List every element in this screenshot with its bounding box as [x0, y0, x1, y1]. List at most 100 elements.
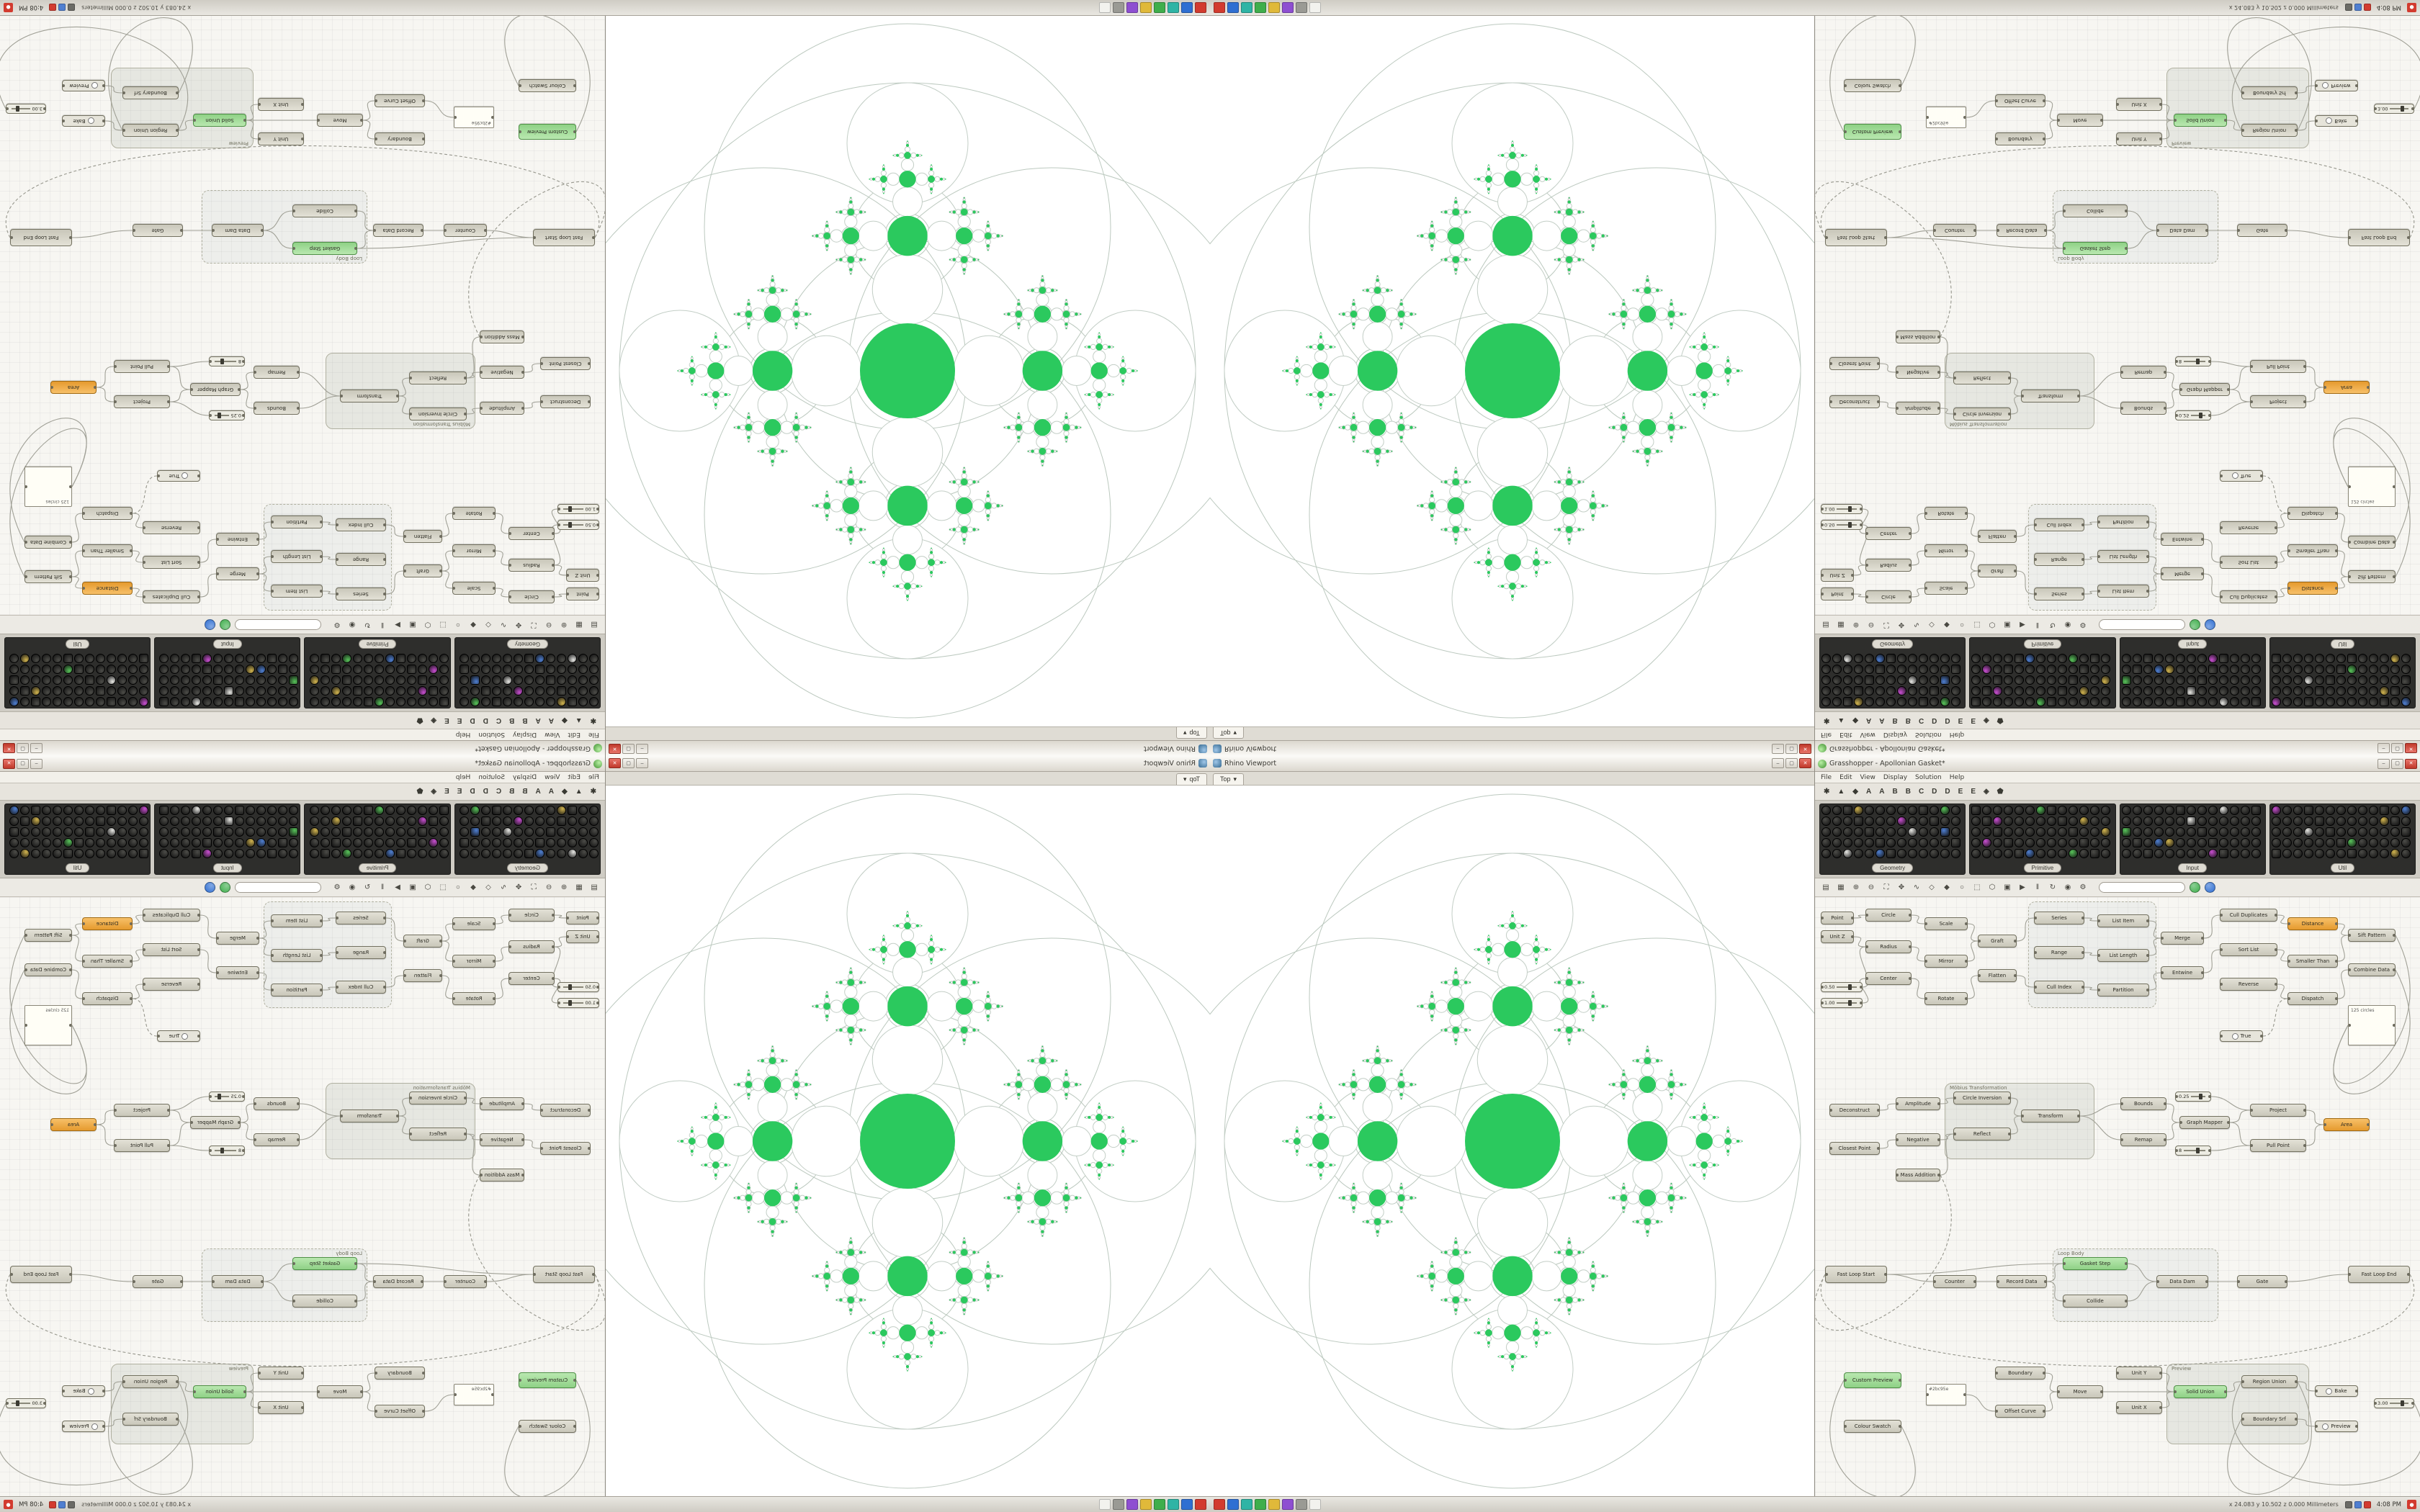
gh-node[interactable]: Data Dam — [2156, 224, 2208, 237]
zoom-extents-icon[interactable]: ⛶ — [527, 618, 540, 631]
taskbar-corner-badge[interactable]: ● — [4, 1500, 13, 1509]
component-icon[interactable] — [492, 806, 501, 815]
component-icon[interactable] — [1951, 849, 1960, 858]
component-icon[interactable] — [492, 675, 501, 685]
component-icon[interactable] — [309, 675, 319, 685]
component-icon[interactable] — [589, 816, 599, 826]
preview-off-icon[interactable]: ○ — [1955, 618, 1968, 631]
component-icon[interactable] — [2314, 827, 2324, 837]
component-icon[interactable] — [374, 816, 384, 826]
preview-green-toggle[interactable] — [220, 619, 230, 630]
gh-slider[interactable]: 8 — [2175, 1146, 2211, 1156]
component-icon[interactable] — [2357, 849, 2367, 858]
grasshopper-maximize-button[interactable]: ▢ — [2391, 743, 2403, 754]
zoom-out-icon[interactable]: ⊖ — [1865, 618, 1878, 631]
component-icon[interactable] — [514, 686, 523, 696]
component-icon[interactable] — [2325, 697, 2335, 706]
gh-node[interactable]: Solid Union — [2174, 1385, 2227, 1398]
component-icon[interactable] — [1971, 686, 1981, 696]
component-icon[interactable] — [117, 675, 127, 685]
zoom-in-icon[interactable]: ⊕ — [1850, 618, 1863, 631]
component-icon[interactable] — [1854, 838, 1863, 847]
gh-node[interactable]: Gasket Step — [292, 1257, 357, 1270]
gh-node[interactable]: Entwine — [216, 966, 259, 979]
gh-node[interactable]: Reverse — [143, 978, 200, 991]
component-icon[interactable] — [235, 697, 245, 706]
component-icon[interactable] — [1971, 838, 1981, 847]
component-icon[interactable] — [63, 849, 73, 858]
component-icon[interactable] — [2004, 838, 2014, 847]
component-icon[interactable] — [535, 838, 544, 847]
gh-node[interactable]: Sort List — [143, 943, 200, 956]
viewport-tab-top[interactable]: Top ▾ — [1213, 727, 1245, 739]
gh-slider[interactable]: 0.25 — [209, 410, 245, 420]
gh-slider[interactable]: 1.00 — [557, 504, 599, 514]
component-icon[interactable] — [246, 665, 256, 674]
component-icon[interactable] — [117, 849, 127, 858]
component-icon[interactable] — [2121, 697, 2131, 706]
component-icon[interactable] — [128, 838, 138, 847]
component-icon[interactable] — [1897, 849, 1906, 858]
component-icon[interactable] — [267, 665, 277, 674]
component-icon[interactable] — [2090, 806, 2100, 815]
component-icon[interactable] — [2132, 665, 2142, 674]
gh-node[interactable]: Offset Curve — [375, 94, 425, 107]
gh-node[interactable]: Mass Addition — [480, 330, 524, 343]
component-icon[interactable] — [2208, 838, 2218, 847]
component-icon[interactable] — [2164, 675, 2174, 685]
component-icon[interactable] — [2154, 806, 2164, 815]
canvas-search-input[interactable] — [235, 619, 321, 630]
solver-pause-icon[interactable]: ‖ — [2031, 618, 2044, 631]
component-icon[interactable] — [331, 838, 341, 847]
component-icon[interactable] — [2303, 654, 2313, 663]
component-icon[interactable] — [363, 849, 373, 858]
component-icon[interactable] — [1821, 838, 1831, 847]
component-icon[interactable] — [2090, 686, 2100, 696]
component-icon[interactable] — [2357, 675, 2367, 685]
component-icon[interactable] — [2379, 697, 2389, 706]
gh-node[interactable]: Sort List — [143, 556, 200, 569]
component-icon[interactable] — [2154, 697, 2164, 706]
component-icon[interactable] — [417, 686, 427, 696]
component-icon[interactable] — [42, 816, 52, 826]
component-icon[interactable] — [1993, 806, 2003, 815]
component-icon[interactable] — [2325, 816, 2335, 826]
component-icon[interactable] — [2336, 849, 2346, 858]
component-icon[interactable] — [2079, 838, 2089, 847]
menu-item-edit[interactable]: Edit — [568, 731, 581, 739]
component-icon[interactable] — [107, 816, 117, 826]
viewport-minimize-button[interactable]: – — [636, 758, 648, 769]
component-icon[interactable] — [289, 849, 299, 858]
component-icon[interactable] — [1919, 675, 1928, 685]
component-icon[interactable] — [63, 665, 73, 674]
taskbar-app-icon-gray[interactable] — [1296, 2, 1307, 13]
component-icon[interactable] — [2197, 816, 2207, 826]
gh-node[interactable]: Center — [508, 972, 555, 985]
component-icon[interactable] — [170, 838, 180, 847]
component-icon[interactable] — [2025, 665, 2035, 674]
gh-node[interactable]: Dispatch — [2287, 507, 2338, 520]
menu-item-help[interactable]: Help — [455, 773, 471, 781]
component-icon[interactable] — [428, 654, 438, 663]
component-icon[interactable] — [2379, 806, 2389, 815]
component-icon[interactable] — [63, 697, 73, 706]
preview-blue-toggle[interactable] — [205, 882, 215, 893]
component-icon[interactable] — [320, 806, 330, 815]
component-icon[interactable] — [2229, 675, 2239, 685]
component-icon[interactable] — [1821, 675, 1831, 685]
component-icon[interactable] — [503, 675, 512, 685]
component-icon[interactable] — [235, 665, 245, 674]
component-icon[interactable] — [417, 816, 427, 826]
viewport-maximize-button[interactable]: ▢ — [622, 758, 635, 769]
gh-node[interactable]: Collide — [292, 1295, 357, 1308]
menu-item-edit[interactable]: Edit — [568, 773, 581, 781]
component-icon[interactable] — [181, 686, 191, 696]
component-icon[interactable] — [2293, 849, 2303, 858]
slider-track[interactable] — [1837, 506, 1857, 512]
component-icon[interactable] — [406, 675, 416, 685]
gh-node[interactable]: Sort List — [2220, 556, 2277, 569]
component-icon[interactable] — [2186, 675, 2196, 685]
component-icon[interactable] — [2015, 816, 2025, 826]
component-icon[interactable] — [2036, 665, 2046, 674]
component-icon[interactable] — [385, 838, 395, 847]
